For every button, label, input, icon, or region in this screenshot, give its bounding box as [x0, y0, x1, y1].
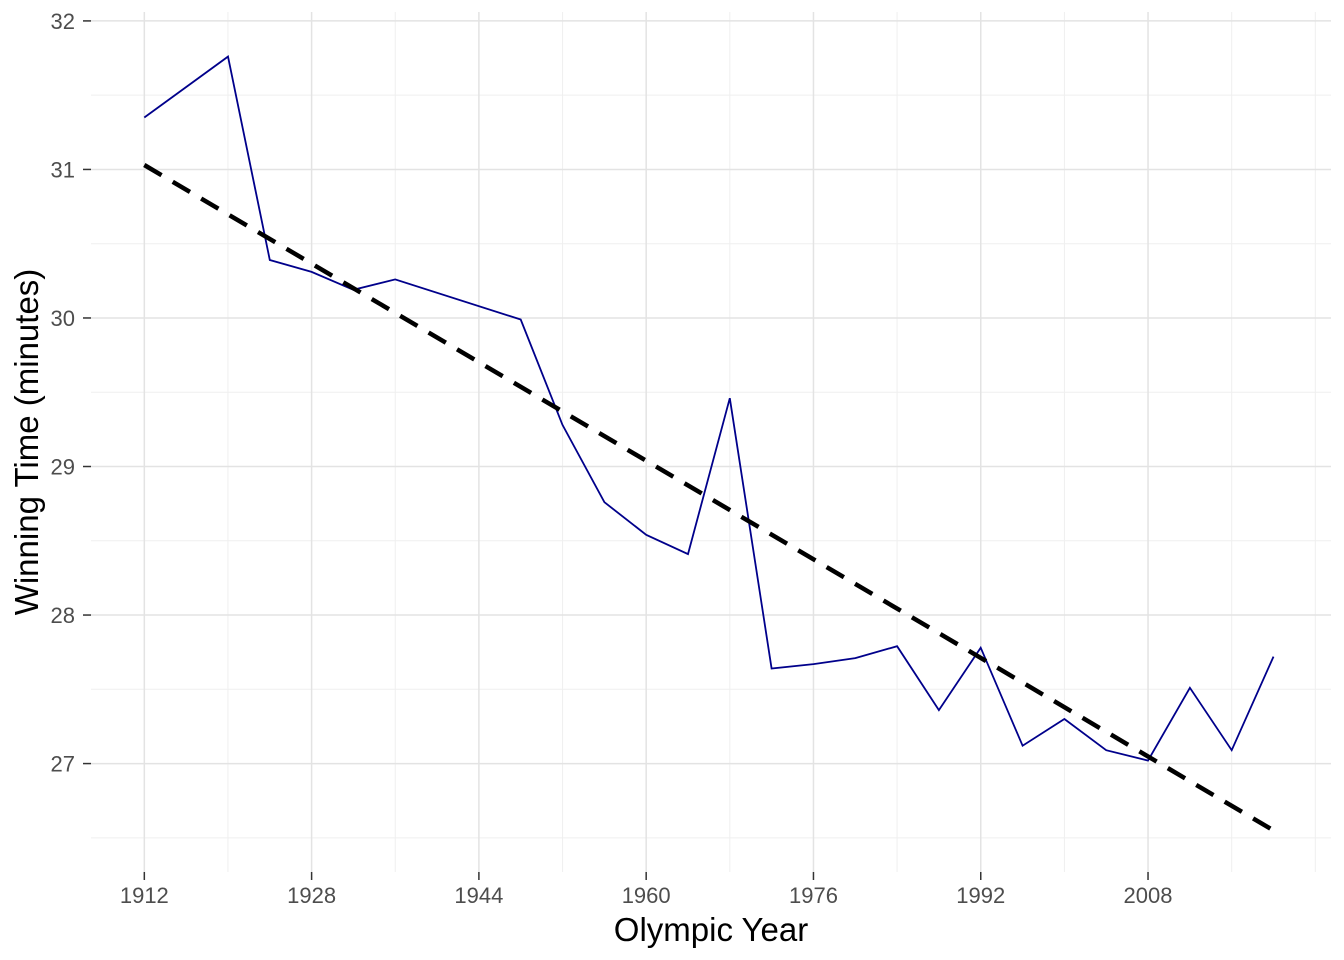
x-tick-label: 1976 — [789, 883, 838, 908]
series-group — [143, 55, 1275, 833]
series-winning-time-line — [143, 55, 1275, 762]
x-tick-label: 2008 — [1124, 883, 1173, 908]
axis-ticks-group — [83, 20, 1149, 880]
y-tick-label: 30 — [51, 306, 75, 331]
series-linear-trend-line — [143, 163, 1275, 833]
x-tick-label: 1912 — [120, 883, 169, 908]
grid-minor-group — [91, 12, 1331, 872]
y-tick-label: 29 — [51, 455, 75, 480]
tick-labels-group: 1912 1928 1944 1960 1976 1992 2008 27 28 29 30 31 32 — [51, 9, 1173, 908]
y-tick-label: 32 — [51, 9, 75, 34]
y-tick-label: 31 — [51, 157, 75, 182]
y-tick-label: 27 — [51, 752, 75, 777]
grid-major-group — [91, 12, 1331, 872]
y-tick-label: 28 — [51, 603, 75, 628]
x-tick-label: 1992 — [956, 883, 1005, 908]
x-tick-label: 1944 — [454, 883, 503, 908]
x-tick-label: 1960 — [622, 883, 671, 908]
x-tick-label: 1928 — [287, 883, 336, 908]
y-axis-title: Winning Time (minutes) — [8, 269, 45, 616]
x-axis-title: Olympic Year — [614, 911, 808, 948]
